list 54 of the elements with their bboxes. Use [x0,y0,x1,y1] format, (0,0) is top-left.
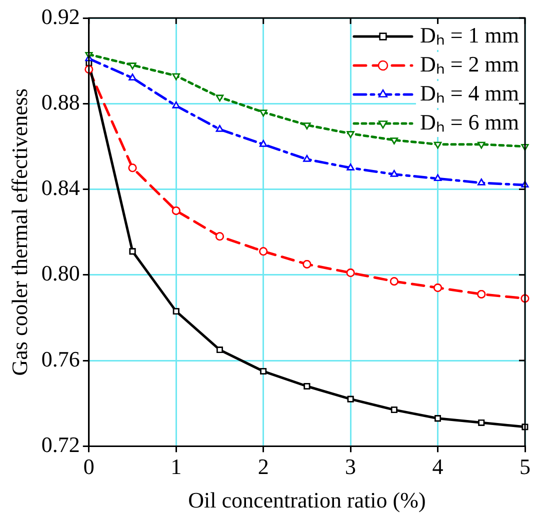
point [172,308,180,315]
point [260,140,268,147]
point [259,247,268,256]
point [302,260,312,268]
point [216,125,224,132]
point [304,383,310,390]
point [172,73,180,80]
y-tick-label: 0.88 [41,89,80,114]
point [172,206,180,215]
point [346,131,354,138]
point [172,102,180,108]
legend-label: Dₕ = 6 mm [420,109,520,134]
y-tick-label: 0.76 [41,346,80,372]
y-tick-label: 0.84 [41,175,80,200]
point [478,419,485,426]
x-tick-label: 2 [258,454,269,480]
legend-label: Dₕ = 4 mm [420,80,520,106]
point [216,94,224,102]
point [347,396,354,402]
point [260,368,267,374]
point [478,178,486,186]
point [216,346,223,354]
x-axis-title: Oil concentration ratio (%) [188,488,426,513]
legend-label: Dₕ = 2 mm [420,51,520,76]
point [128,164,137,172]
x-tick-label: 3 [345,454,356,480]
point [129,248,136,255]
point [434,284,442,292]
x-tick-label: 1 [170,454,182,480]
point [346,164,354,170]
point [303,155,311,162]
point [434,415,441,422]
point [434,142,442,149]
y-tick-label: 0.80 [41,260,80,286]
y-axis-title: Gas cooler thermal effectiveness [6,88,32,376]
point [303,122,311,130]
x-tick-label: 4 [432,454,444,480]
point [260,110,268,116]
point [390,170,398,177]
x-tick-label: 5 [520,454,530,480]
point [390,138,398,144]
point [215,232,224,241]
legend-label: Dₕ = 1 mm [420,22,520,48]
y-tick-label: 0.72 [41,432,80,457]
point [477,290,486,298]
point [128,62,136,70]
point [478,142,486,149]
point [390,406,398,413]
x-tick-label: 0 [83,454,94,480]
point [390,277,398,286]
point [346,268,355,278]
point [434,174,442,182]
point [128,74,136,80]
y-tick-label: 0.92 [41,4,80,29]
